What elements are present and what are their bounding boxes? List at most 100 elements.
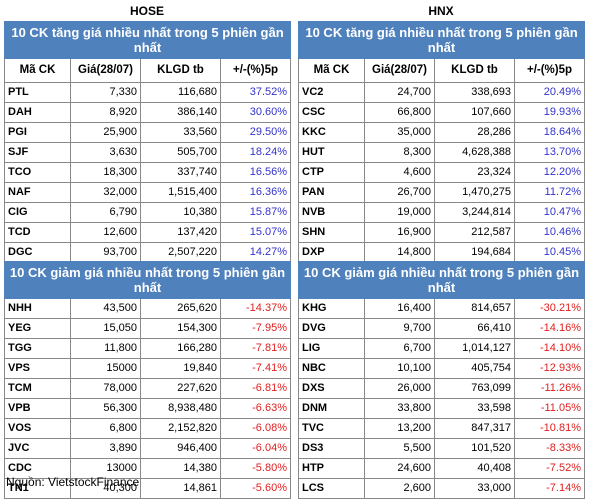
change-percent-cell: 11.72% — [513, 182, 586, 203]
stock-code-cell: NVB — [298, 202, 365, 223]
hose-gainers-title: 10 CK tăng giá nhiều nhất trong 5 phiên … — [3, 21, 292, 59]
change-percent-cell: -7.95% — [220, 318, 291, 339]
stock-code-cell: HTP — [298, 458, 365, 479]
table-row: NBC 10,100 405,754 -12.93% — [298, 358, 585, 379]
change-percent-cell: -5.80% — [220, 458, 291, 479]
price-cell: 24,600 — [364, 458, 435, 479]
col-header-change: +/-(%)5p — [513, 58, 586, 83]
change-percent-cell: -11.26% — [514, 378, 585, 399]
table-row: KHG 16,400 814,657 -30.21% — [298, 298, 585, 319]
table-row: DXP 14,800 194,684 10.45% — [298, 242, 586, 263]
stock-code-cell: DNM — [298, 398, 365, 419]
table-row: TCO 18,300 337,740 16.56% — [4, 162, 292, 183]
table-row: DXS 26,000 763,099 -11.26% — [298, 378, 585, 399]
avg-volume-cell: 33,598 — [434, 398, 515, 419]
price-cell: 13,200 — [364, 418, 435, 439]
stock-code-cell: CSC — [298, 102, 365, 123]
stock-code-cell: VPS — [4, 358, 71, 379]
change-percent-cell: -14.37% — [220, 298, 291, 319]
stock-code-cell: TCM — [4, 378, 71, 399]
stock-code-cell: PGI — [4, 122, 71, 143]
change-percent-cell: 37.52% — [219, 82, 292, 103]
hnx-losers-panel: 10 CK giảm giá nhiều nhất trong 5 phiên … — [298, 261, 585, 499]
avg-volume-cell: 66,410 — [434, 318, 515, 339]
stock-code-cell: VC2 — [298, 82, 365, 103]
table-row: NHH 43,500 265,620 -14.37% — [4, 298, 291, 319]
price-cell: 10,100 — [364, 358, 435, 379]
change-percent-cell: 30.60% — [219, 102, 292, 123]
table-row: VPB 56,300 8,938,480 -6.63% — [4, 398, 291, 419]
change-percent-cell: 19.93% — [513, 102, 586, 123]
stock-code-cell: VPB — [4, 398, 71, 419]
avg-volume-cell: 212,587 — [434, 222, 515, 243]
table-row: VOS 6,800 2,152,820 -6.08% — [4, 418, 291, 439]
avg-volume-cell: 946,400 — [140, 438, 221, 459]
change-percent-cell: 15.07% — [219, 222, 292, 243]
price-cell: 32,000 — [70, 182, 141, 203]
col-header-code: Mã CK — [4, 58, 71, 83]
price-cell: 6,800 — [70, 418, 141, 439]
price-cell: 8,300 — [364, 142, 435, 163]
avg-volume-cell: 107,660 — [434, 102, 515, 123]
table-row: VC2 24,700 338,693 20.49% — [298, 82, 586, 103]
stock-code-cell: KKC — [298, 122, 365, 143]
price-cell: 26,700 — [364, 182, 435, 203]
price-cell: 16,400 — [364, 298, 435, 319]
avg-volume-cell: 338,693 — [434, 82, 515, 103]
table-row: TGG 11,800 166,280 -7.81% — [4, 338, 291, 359]
change-percent-cell: -12.93% — [514, 358, 585, 379]
hnx-gainers-panel: 10 CK tăng giá nhiều nhất trong 5 phiên … — [297, 21, 586, 283]
change-percent-cell: -30.21% — [514, 298, 585, 319]
change-percent-cell: -14.16% — [514, 318, 585, 339]
table-row: CDC 13000 14,380 -5.80% — [4, 458, 291, 479]
change-percent-cell: -7.41% — [220, 358, 291, 379]
stock-code-cell: TGG — [4, 338, 71, 359]
change-percent-cell: 10.46% — [513, 222, 586, 243]
price-cell: 66,800 — [364, 102, 435, 123]
price-cell: 11,800 — [70, 338, 141, 359]
avg-volume-cell: 1,470,275 — [434, 182, 515, 203]
avg-volume-cell: 28,286 — [434, 122, 515, 143]
stock-code-cell: NAF — [4, 182, 71, 203]
table-row: LCS 2,600 33,000 -7.14% — [298, 478, 585, 499]
change-percent-cell: 16.56% — [219, 162, 292, 183]
stock-code-cell: DXP — [298, 242, 365, 263]
change-percent-cell: 20.49% — [513, 82, 586, 103]
change-percent-cell: -10.81% — [514, 418, 585, 439]
stock-code-cell: KHG — [298, 298, 365, 319]
change-percent-cell: 13.70% — [513, 142, 586, 163]
change-percent-cell: -6.63% — [220, 398, 291, 419]
hose-exchange-label: HOSE — [129, 4, 164, 18]
price-cell: 7,330 — [70, 82, 141, 103]
avg-volume-cell: 19,840 — [140, 358, 221, 379]
price-cell: 19,000 — [364, 202, 435, 223]
table-row: NAF 32,000 1,515,400 16.36% — [4, 182, 292, 203]
stock-code-cell: DGC — [4, 242, 71, 263]
stock-code-cell: DAH — [4, 102, 71, 123]
avg-volume-cell: 40,408 — [434, 458, 515, 479]
stock-code-cell: TCO — [4, 162, 71, 183]
avg-volume-cell: 116,680 — [140, 82, 221, 103]
avg-volume-cell: 814,657 — [434, 298, 515, 319]
avg-volume-cell: 166,280 — [140, 338, 221, 359]
price-cell: 3,630 — [70, 142, 141, 163]
change-percent-cell: -8.33% — [514, 438, 585, 459]
change-percent-cell: 10.47% — [513, 202, 586, 223]
stock-code-cell: SJF — [4, 142, 71, 163]
table-row: SHN 16,900 212,587 10.46% — [298, 222, 586, 243]
price-cell: 56,300 — [70, 398, 141, 419]
stock-code-cell: DXS — [298, 378, 365, 399]
avg-volume-cell: 154,300 — [140, 318, 221, 339]
change-percent-cell: 16.36% — [219, 182, 292, 203]
avg-volume-cell: 1,014,127 — [434, 338, 515, 359]
change-percent-cell: -6.08% — [220, 418, 291, 439]
price-cell: 14,800 — [364, 242, 435, 263]
hnx-losers-title: 10 CK giảm giá nhiều nhất trong 5 phiên … — [298, 261, 585, 299]
avg-volume-cell: 10,380 — [140, 202, 221, 223]
stock-code-cell: PAN — [298, 182, 365, 203]
avg-volume-cell: 101,520 — [434, 438, 515, 459]
hose-losers-panel: 10 CK giảm giá nhiều nhất trong 5 phiên … — [4, 261, 291, 499]
change-percent-cell: 29.50% — [219, 122, 292, 143]
table-row: PAN 26,700 1,470,275 11.72% — [298, 182, 586, 203]
stock-code-cell: TCD — [4, 222, 71, 243]
